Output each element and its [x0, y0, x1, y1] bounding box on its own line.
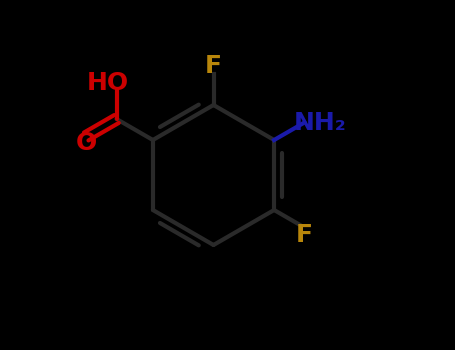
Text: F: F [296, 223, 313, 246]
Text: F: F [205, 54, 222, 78]
Text: HO: HO [87, 71, 129, 95]
Text: O: O [76, 131, 97, 155]
Text: NH₂: NH₂ [294, 111, 347, 134]
